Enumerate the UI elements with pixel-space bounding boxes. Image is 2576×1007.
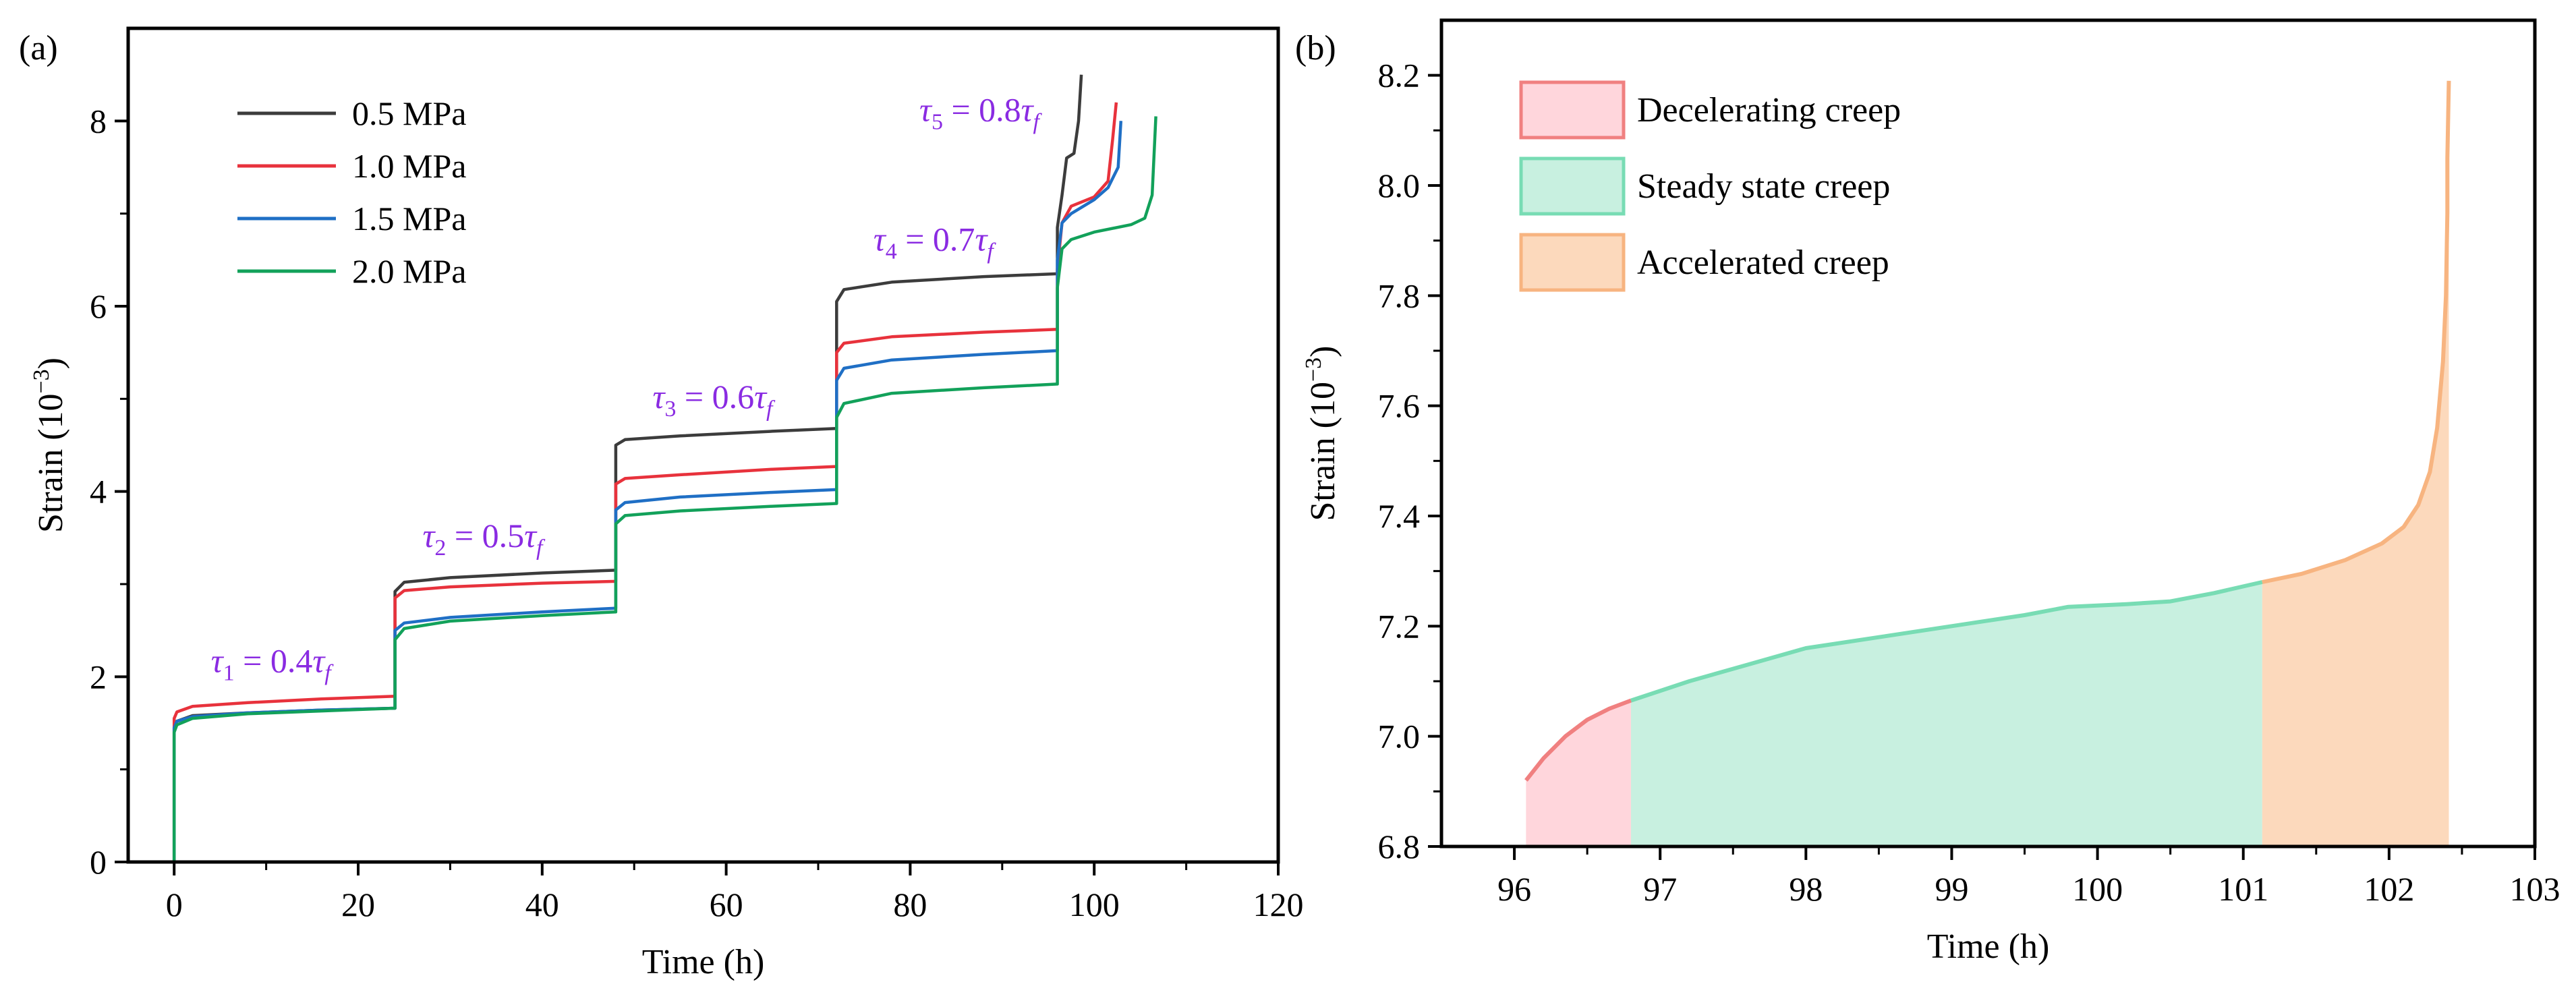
y-tick-label: 4 bbox=[90, 473, 107, 511]
x-tick-label: 99 bbox=[1935, 870, 1968, 908]
x-tick-label: 40 bbox=[525, 886, 559, 923]
area-fill-1 bbox=[1630, 582, 2262, 846]
y-tick-label: 7.4 bbox=[1378, 497, 1421, 535]
legend-label-1: Steady state creep bbox=[1637, 167, 1890, 206]
legend-swatch-0 bbox=[1519, 80, 1626, 140]
y-tick-label: 8 bbox=[90, 102, 107, 140]
x-tick-label: 96 bbox=[1497, 870, 1531, 908]
y-tick-label: 7.6 bbox=[1378, 387, 1421, 425]
legend-label-0: 0.5 MPa bbox=[352, 94, 466, 132]
series-line-3 bbox=[172, 116, 1157, 862]
series-line-2 bbox=[2262, 80, 2451, 584]
x-tick-label: 101 bbox=[2218, 870, 2268, 908]
x-tick-label: 97 bbox=[1643, 870, 1677, 908]
plot-frame bbox=[1439, 18, 2537, 848]
y-tick-label: 7.0 bbox=[1378, 718, 1421, 755]
stress-level-annotation-5: τ5 = 0.8τf bbox=[919, 90, 1043, 134]
y-tick-label: 0 bbox=[90, 843, 107, 881]
x-tick-label: 0 bbox=[166, 886, 183, 923]
x-tick-label: 100 bbox=[2072, 870, 2123, 908]
stress-level-annotation-2: τ2 = 0.5τf bbox=[422, 517, 546, 560]
area-fill-0 bbox=[1526, 700, 1631, 846]
stress-level-annotation-3: τ3 = 0.6τf bbox=[652, 378, 776, 422]
y-axis-label: Strain (10−3) bbox=[29, 357, 70, 533]
x-tick-label: 103 bbox=[2510, 870, 2560, 908]
x-tick-label: 102 bbox=[2364, 870, 2414, 908]
y-axis-label: Strain (10−3) bbox=[1301, 345, 1342, 521]
y-tick-label: 8.0 bbox=[1378, 167, 1421, 204]
series-line-1 bbox=[172, 102, 1118, 862]
x-tick-label: 120 bbox=[1253, 886, 1304, 923]
legend-label-1: 1.0 MPa bbox=[352, 147, 466, 185]
x-axis-label: Time (h) bbox=[1927, 927, 2050, 966]
panel-b-area-chart: 96 97 98 99 100 101 102 103 6.8 7.0 7.2 7.4 7.6 7.8 8.… bbox=[1295, 18, 2560, 966]
legend-label-0: Decelerating creep bbox=[1637, 91, 1901, 130]
series-line-0 bbox=[172, 74, 1083, 862]
series-line-1 bbox=[1630, 580, 2263, 703]
x-tick-label: 60 bbox=[710, 886, 743, 923]
legend-swatch-2 bbox=[1519, 233, 1626, 292]
y-tick-label: 2 bbox=[90, 658, 107, 695]
panel-label: (b) bbox=[1295, 29, 1336, 67]
panel-a-line-chart: 0 20 40 60 80 100 120 0 2 4 6 8 Time (h) Strain (10−3… bbox=[19, 26, 1304, 981]
x-tick-label: 100 bbox=[1069, 886, 1120, 923]
legend-swatch-1 bbox=[1519, 156, 1626, 216]
series-line-0 bbox=[1524, 698, 1632, 782]
area-fill-2 bbox=[2262, 80, 2449, 846]
y-tick-label: 7.8 bbox=[1378, 277, 1421, 314]
x-tick-label: 98 bbox=[1789, 870, 1823, 908]
y-tick-label: 8.2 bbox=[1378, 57, 1421, 94]
y-tick-label: 7.2 bbox=[1378, 607, 1421, 645]
panel-label: (a) bbox=[19, 29, 58, 67]
x-axis-label: Time (h) bbox=[642, 943, 765, 981]
y-tick-label: 6 bbox=[90, 287, 107, 325]
x-tick-label: 80 bbox=[893, 886, 927, 923]
x-tick-label: 20 bbox=[341, 886, 375, 923]
legend-label-2: 1.5 MPa bbox=[352, 200, 466, 237]
plot-frame bbox=[126, 26, 1280, 864]
legend-label-2: Accelerated creep bbox=[1637, 243, 1889, 282]
y-tick-label: 6.8 bbox=[1378, 828, 1421, 865]
legend-label-3: 2.0 MPa bbox=[352, 252, 466, 290]
stress-level-annotation-4: τ4 = 0.7τf bbox=[874, 221, 997, 264]
stress-level-annotation-1: τ1 = 0.4τf bbox=[211, 641, 335, 685]
